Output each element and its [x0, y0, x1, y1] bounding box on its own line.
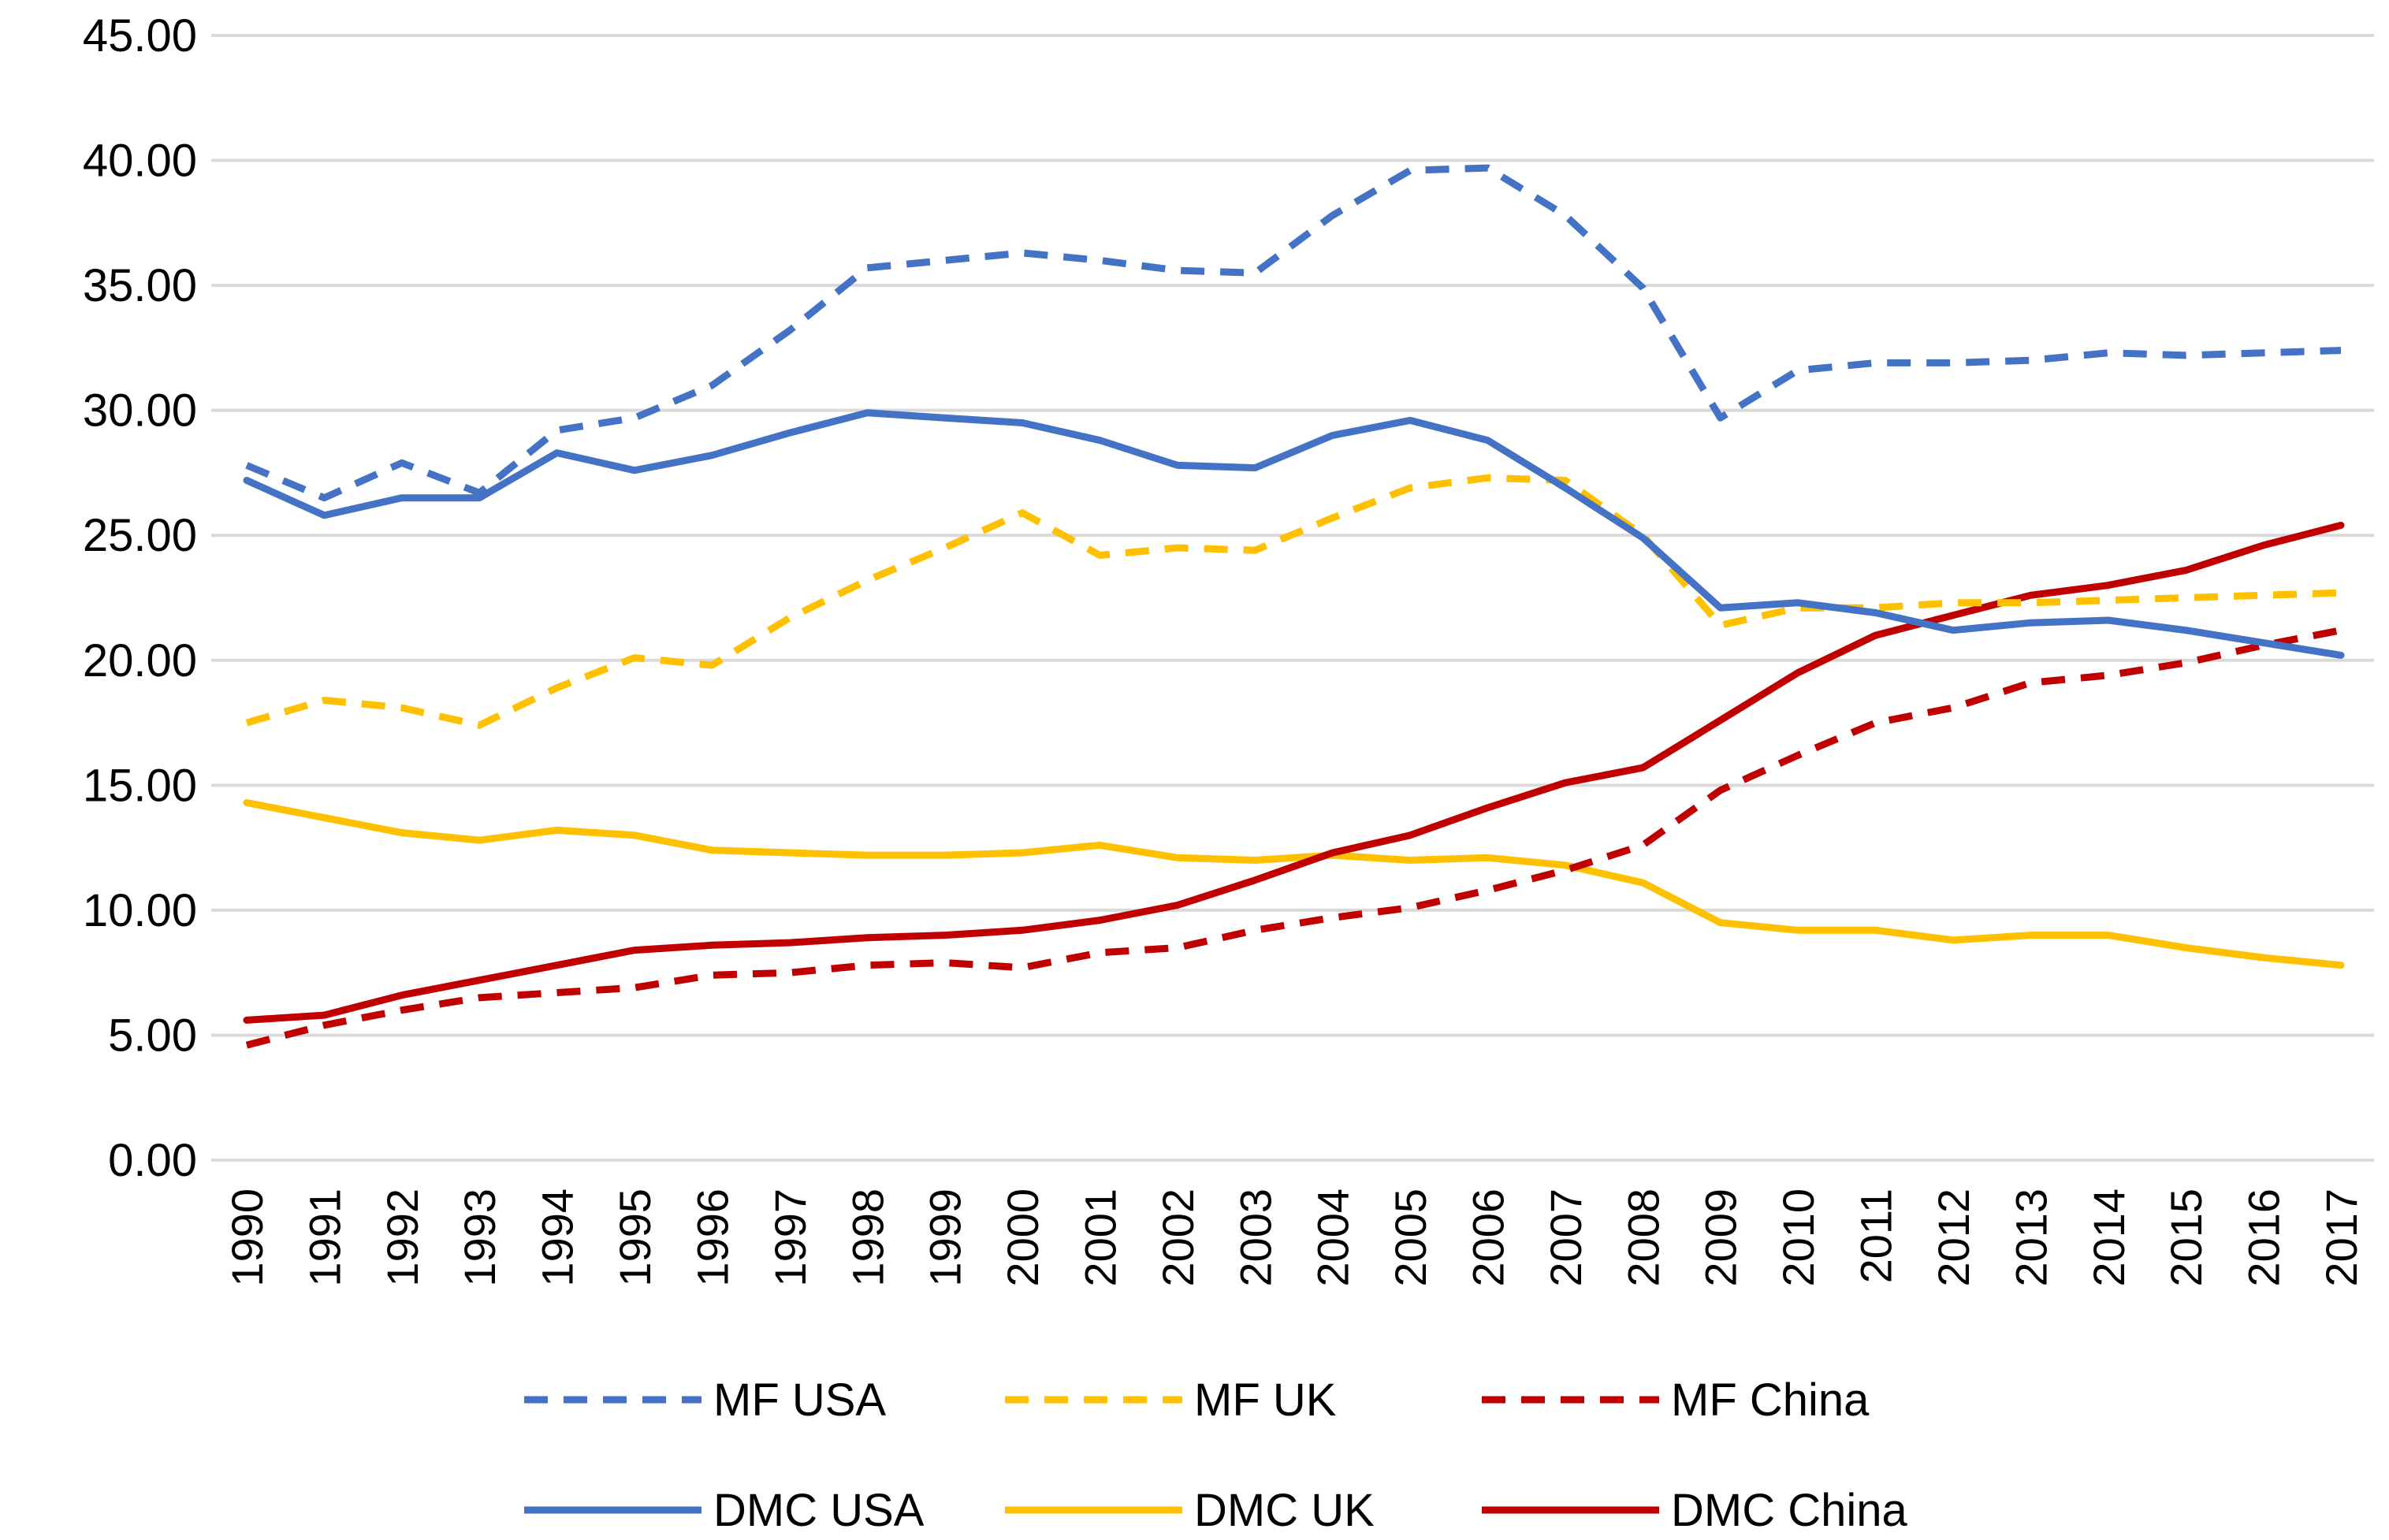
x-tick-label: 2014 — [2084, 1188, 2134, 1287]
x-tick-label: 1991 — [300, 1188, 349, 1287]
series-line-mf-uk — [245, 474, 2342, 729]
y-tick-label: 35.00 — [83, 260, 197, 311]
x-tick-label: 2015 — [2161, 1188, 2211, 1287]
x-tick-label: 2011 — [1851, 1188, 1901, 1283]
series-line-dmc-china — [243, 522, 2345, 1024]
series-line-mf-china — [245, 627, 2342, 1049]
series-lines — [243, 164, 2345, 1049]
x-tick-label: 2017 — [2316, 1188, 2366, 1287]
x-tick-label: 2010 — [1773, 1188, 1823, 1287]
series-line-dmc-uk — [243, 799, 2345, 969]
legend-label-dmc-uk: DMC UK — [1194, 1485, 1375, 1536]
series-line-dmc-usa — [243, 409, 2345, 659]
x-axis-tick-labels: 1990 1991 1992 1993 1994 1995 1996 1997 1998 1999… — [222, 1188, 2366, 1287]
x-tick-label: 2007 — [1541, 1188, 1591, 1287]
x-tick-label: 2003 — [1230, 1188, 1280, 1287]
y-tick-label: 10.00 — [83, 885, 197, 936]
x-tick-label: 1998 — [843, 1188, 892, 1287]
x-tick-label: 1993 — [455, 1188, 504, 1287]
x-tick-label: 2013 — [2006, 1188, 2056, 1287]
y-tick-label: 20.00 — [83, 635, 197, 686]
x-tick-label: 2009 — [1696, 1188, 1746, 1287]
x-tick-label: 2008 — [1618, 1188, 1668, 1287]
legend-label-dmc-china: DMC China — [1671, 1485, 1907, 1536]
legend-label-mf-usa: MF USA — [713, 1374, 886, 1426]
x-tick-label: 1996 — [687, 1188, 737, 1287]
x-tick-label: 2000 — [998, 1188, 1048, 1287]
x-tick-label: 2001 — [1075, 1188, 1125, 1287]
x-tick-label: 2002 — [1153, 1188, 1203, 1287]
x-tick-label: 2006 — [1464, 1188, 1513, 1287]
x-tick-label: 1990 — [222, 1188, 272, 1287]
x-tick-label: 1997 — [765, 1188, 815, 1287]
x-tick-label: 2004 — [1308, 1188, 1358, 1287]
y-tick-label: 40.00 — [83, 136, 197, 187]
legend-label-mf-china: MF China — [1671, 1374, 1870, 1426]
series-line-mf-usa — [245, 164, 2342, 502]
x-tick-label: 2012 — [1929, 1188, 1978, 1287]
y-tick-label: 25.00 — [83, 510, 197, 561]
legend-label-mf-uk: MF UK — [1194, 1374, 1337, 1426]
legend-label-dmc-usa: DMC USA — [713, 1485, 925, 1536]
x-tick-label: 1992 — [378, 1188, 427, 1287]
y-tick-label: 15.00 — [83, 760, 197, 811]
legend: MF USA MF UK MF China DMC USA DMC UK DMC Chin… — [524, 1374, 1907, 1536]
x-tick-label: 1999 — [921, 1188, 970, 1287]
x-tick-label: 2005 — [1386, 1188, 1435, 1287]
x-tick-label: 2016 — [2239, 1188, 2289, 1287]
y-tick-label: 45.00 — [83, 10, 197, 61]
y-axis-tick-labels: 0.00 5.00 10.00 15.00 20.00 25.00 30.00 35.00 40… — [83, 10, 197, 1186]
y-tick-label: 5.00 — [108, 1010, 197, 1061]
y-tick-label: 0.00 — [108, 1135, 197, 1186]
y-tick-label: 30.00 — [83, 385, 197, 437]
x-tick-label: 1994 — [533, 1188, 582, 1287]
x-tick-label: 1995 — [610, 1188, 660, 1287]
